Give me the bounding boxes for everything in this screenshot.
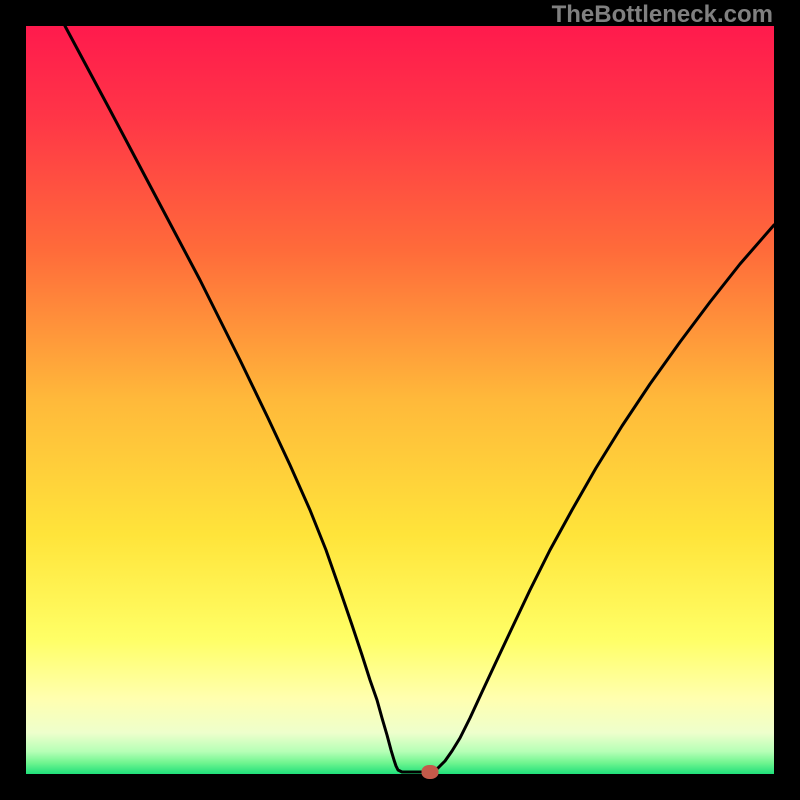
bottleneck-marker xyxy=(422,765,439,779)
chart-root: TheBottleneck.com xyxy=(0,0,800,800)
watermark-text: TheBottleneck.com xyxy=(552,1,773,29)
plot-area xyxy=(26,26,774,774)
